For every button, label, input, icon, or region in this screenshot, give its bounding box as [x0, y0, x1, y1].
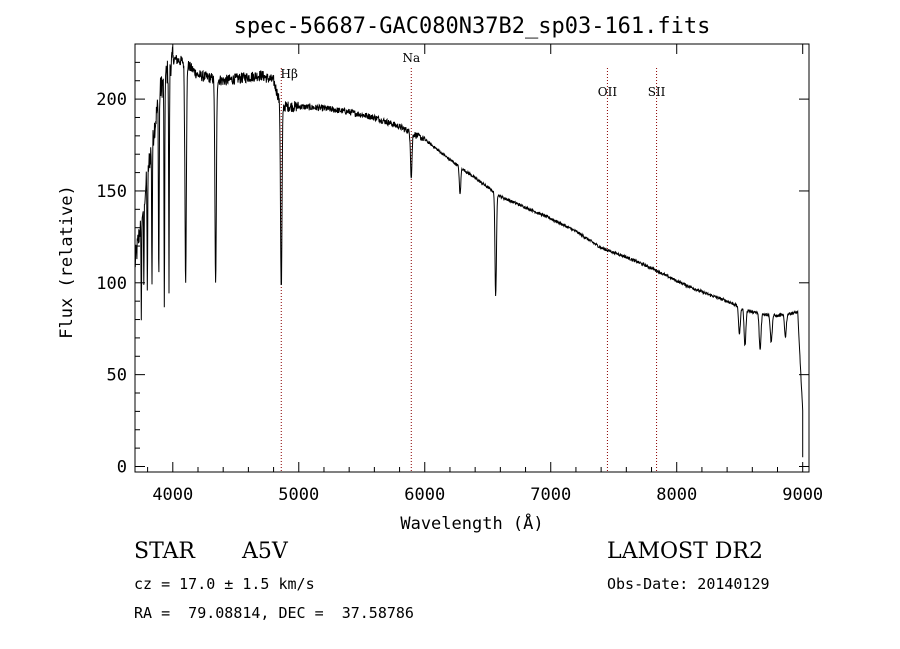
spectrum-line	[134, 46, 804, 458]
obs-date: Obs-Date: 20140129	[607, 575, 770, 593]
x-tick-label: 8000	[656, 485, 697, 505]
redshift-info: cz = 17.0 ± 1.5 km/s	[134, 575, 315, 593]
object-class: STAR	[134, 539, 195, 564]
line-marker-label: OII	[598, 85, 618, 99]
x-tick-label: 5000	[278, 485, 319, 505]
y-tick-label: 50	[107, 366, 127, 386]
y-tick-label: 0	[117, 457, 127, 477]
line-marker-label: Hβ	[281, 67, 298, 81]
y-tick-label: 100	[96, 274, 127, 294]
y-axis-ticks: 0 50 100 150 200	[96, 61, 809, 477]
line-marker-label: Na	[402, 51, 420, 65]
x-axis-label: Wavelength (Å)	[400, 512, 543, 534]
y-tick-label: 200	[96, 90, 127, 110]
x-axis-ticks: 4000 5000 6000 7000 8000 9000	[147, 44, 823, 505]
object-subclass: A5V	[242, 539, 288, 564]
x-tick-label: 4000	[152, 485, 193, 505]
emission-line-markers: Hβ Na OII SII	[281, 51, 666, 472]
x-tick-label: 7000	[530, 485, 571, 505]
survey-name: LAMOST DR2	[607, 539, 763, 564]
y-axis-label: Flux (relative)	[57, 185, 77, 339]
y-tick-label: 150	[96, 182, 127, 202]
x-tick-label: 9000	[782, 485, 823, 505]
line-marker-label: SII	[648, 85, 666, 99]
plot-frame	[134, 43, 810, 473]
chart-title: spec-56687-GAC080N37B2_sp03-161.fits	[234, 14, 711, 39]
x-tick-label: 6000	[404, 485, 445, 505]
coordinates: RA = 79.08814, DEC = 37.58786	[134, 604, 414, 622]
